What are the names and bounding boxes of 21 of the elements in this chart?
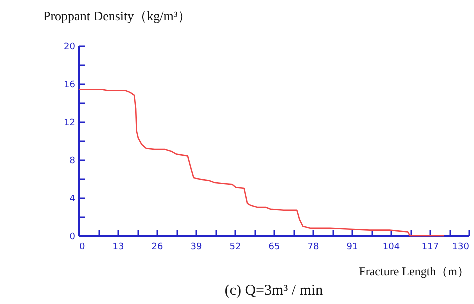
x-tick-label: 39: [190, 242, 202, 252]
text: (c) Q=3m³ / min: [224, 283, 324, 299]
x-tick-label: 52: [230, 242, 242, 252]
x-tick-label: 0: [80, 242, 86, 252]
x-tick-label: 26: [152, 242, 164, 252]
x-tick-label: 65: [268, 242, 280, 252]
y-axis-title: Proppant Density（kg/m³）: [44, 8, 191, 24]
y-tick-label: 12: [64, 118, 76, 128]
x-tick-label: 130: [452, 242, 470, 252]
x-axis-title: Fracture Length（m）: [359, 264, 470, 278]
x-tick-label: 104: [382, 242, 400, 252]
y-tick-label: 0: [70, 232, 76, 242]
y-tick-label: 20: [64, 42, 76, 52]
x-tick-label: 13: [112, 242, 124, 252]
x-tick-label: 117: [422, 242, 440, 252]
line-series: [78, 89, 445, 237]
x-tick-label: 91: [346, 242, 358, 252]
y-tick-label: 16: [64, 80, 76, 90]
y-tick-label: 4: [70, 194, 76, 204]
y-tick-label: 8: [70, 156, 76, 166]
x-tick-label: 78: [308, 242, 320, 252]
